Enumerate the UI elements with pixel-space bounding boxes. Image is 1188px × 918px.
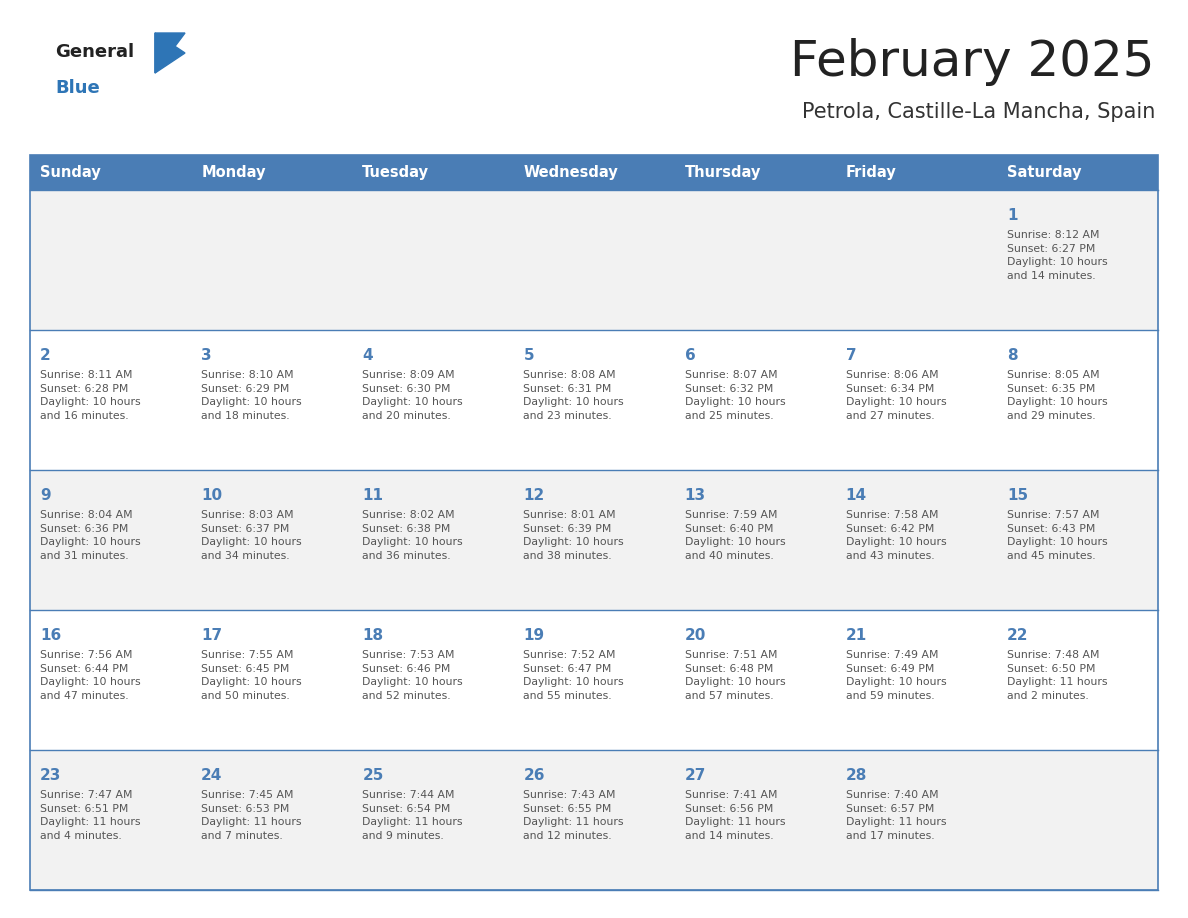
Text: General: General	[55, 43, 134, 61]
Text: Sunrise: 8:07 AM
Sunset: 6:32 PM
Daylight: 10 hours
and 25 minutes.: Sunrise: 8:07 AM Sunset: 6:32 PM Dayligh…	[684, 370, 785, 420]
Text: 26: 26	[524, 768, 545, 783]
Text: 28: 28	[846, 768, 867, 783]
Text: Saturday: Saturday	[1007, 165, 1081, 180]
Text: Sunrise: 8:11 AM
Sunset: 6:28 PM
Daylight: 10 hours
and 16 minutes.: Sunrise: 8:11 AM Sunset: 6:28 PM Dayligh…	[40, 370, 140, 420]
Text: 13: 13	[684, 488, 706, 503]
Text: Sunrise: 8:03 AM
Sunset: 6:37 PM
Daylight: 10 hours
and 34 minutes.: Sunrise: 8:03 AM Sunset: 6:37 PM Dayligh…	[201, 510, 302, 561]
Text: Sunrise: 8:12 AM
Sunset: 6:27 PM
Daylight: 10 hours
and 14 minutes.: Sunrise: 8:12 AM Sunset: 6:27 PM Dayligh…	[1007, 230, 1107, 281]
Text: Sunrise: 7:44 AM
Sunset: 6:54 PM
Daylight: 11 hours
and 9 minutes.: Sunrise: 7:44 AM Sunset: 6:54 PM Dayligh…	[362, 790, 463, 841]
Text: Friday: Friday	[846, 165, 897, 180]
Text: Sunrise: 7:48 AM
Sunset: 6:50 PM
Daylight: 11 hours
and 2 minutes.: Sunrise: 7:48 AM Sunset: 6:50 PM Dayligh…	[1007, 650, 1107, 700]
Bar	[30, 750, 1158, 890]
Bar	[30, 610, 1158, 750]
Text: Sunrise: 8:06 AM
Sunset: 6:34 PM
Daylight: 10 hours
and 27 minutes.: Sunrise: 8:06 AM Sunset: 6:34 PM Dayligh…	[846, 370, 947, 420]
Text: 15: 15	[1007, 488, 1028, 503]
Bar	[30, 330, 1158, 470]
Text: 24: 24	[201, 768, 222, 783]
Text: Monday: Monday	[201, 165, 266, 180]
Text: Sunrise: 7:47 AM
Sunset: 6:51 PM
Daylight: 11 hours
and 4 minutes.: Sunrise: 7:47 AM Sunset: 6:51 PM Dayligh…	[40, 790, 140, 841]
Text: 27: 27	[684, 768, 706, 783]
Text: 6: 6	[684, 348, 695, 363]
Text: 12: 12	[524, 488, 544, 503]
Bar	[30, 155, 1158, 190]
Text: 23: 23	[40, 768, 62, 783]
Text: 7: 7	[846, 348, 857, 363]
Text: 4: 4	[362, 348, 373, 363]
Text: 18: 18	[362, 628, 384, 643]
Text: Sunrise: 7:55 AM
Sunset: 6:45 PM
Daylight: 10 hours
and 50 minutes.: Sunrise: 7:55 AM Sunset: 6:45 PM Dayligh…	[201, 650, 302, 700]
Text: Sunrise: 7:43 AM
Sunset: 6:55 PM
Daylight: 11 hours
and 12 minutes.: Sunrise: 7:43 AM Sunset: 6:55 PM Dayligh…	[524, 790, 624, 841]
Text: Thursday: Thursday	[684, 165, 762, 180]
Text: Petrola, Castille-La Mancha, Spain: Petrola, Castille-La Mancha, Spain	[802, 102, 1155, 122]
Text: Sunrise: 8:10 AM
Sunset: 6:29 PM
Daylight: 10 hours
and 18 minutes.: Sunrise: 8:10 AM Sunset: 6:29 PM Dayligh…	[201, 370, 302, 420]
Text: 10: 10	[201, 488, 222, 503]
Text: 3: 3	[201, 348, 211, 363]
Text: 20: 20	[684, 628, 706, 643]
Text: Wednesday: Wednesday	[524, 165, 618, 180]
Text: Sunday: Sunday	[40, 165, 101, 180]
Text: 9: 9	[40, 488, 51, 503]
Text: 21: 21	[846, 628, 867, 643]
Text: Sunrise: 8:09 AM
Sunset: 6:30 PM
Daylight: 10 hours
and 20 minutes.: Sunrise: 8:09 AM Sunset: 6:30 PM Dayligh…	[362, 370, 463, 420]
Text: 25: 25	[362, 768, 384, 783]
Text: 1: 1	[1007, 208, 1017, 223]
Text: Sunrise: 7:52 AM
Sunset: 6:47 PM
Daylight: 10 hours
and 55 minutes.: Sunrise: 7:52 AM Sunset: 6:47 PM Dayligh…	[524, 650, 624, 700]
Text: 22: 22	[1007, 628, 1029, 643]
Text: 8: 8	[1007, 348, 1017, 363]
Text: Tuesday: Tuesday	[362, 165, 429, 180]
Text: Sunrise: 8:08 AM
Sunset: 6:31 PM
Daylight: 10 hours
and 23 minutes.: Sunrise: 8:08 AM Sunset: 6:31 PM Dayligh…	[524, 370, 624, 420]
Text: Sunrise: 7:40 AM
Sunset: 6:57 PM
Daylight: 11 hours
and 17 minutes.: Sunrise: 7:40 AM Sunset: 6:57 PM Dayligh…	[846, 790, 946, 841]
Text: 2: 2	[40, 348, 51, 363]
Polygon shape	[154, 33, 185, 73]
Text: 14: 14	[846, 488, 867, 503]
Text: 11: 11	[362, 488, 384, 503]
Text: 5: 5	[524, 348, 535, 363]
Text: Sunrise: 8:05 AM
Sunset: 6:35 PM
Daylight: 10 hours
and 29 minutes.: Sunrise: 8:05 AM Sunset: 6:35 PM Dayligh…	[1007, 370, 1107, 420]
Text: Sunrise: 8:04 AM
Sunset: 6:36 PM
Daylight: 10 hours
and 31 minutes.: Sunrise: 8:04 AM Sunset: 6:36 PM Dayligh…	[40, 510, 140, 561]
Text: Sunrise: 7:45 AM
Sunset: 6:53 PM
Daylight: 11 hours
and 7 minutes.: Sunrise: 7:45 AM Sunset: 6:53 PM Dayligh…	[201, 790, 302, 841]
Text: Sunrise: 7:58 AM
Sunset: 6:42 PM
Daylight: 10 hours
and 43 minutes.: Sunrise: 7:58 AM Sunset: 6:42 PM Dayligh…	[846, 510, 947, 561]
Text: Sunrise: 7:56 AM
Sunset: 6:44 PM
Daylight: 10 hours
and 47 minutes.: Sunrise: 7:56 AM Sunset: 6:44 PM Dayligh…	[40, 650, 140, 700]
Text: Sunrise: 7:57 AM
Sunset: 6:43 PM
Daylight: 10 hours
and 45 minutes.: Sunrise: 7:57 AM Sunset: 6:43 PM Dayligh…	[1007, 510, 1107, 561]
Text: Sunrise: 7:51 AM
Sunset: 6:48 PM
Daylight: 10 hours
and 57 minutes.: Sunrise: 7:51 AM Sunset: 6:48 PM Dayligh…	[684, 650, 785, 700]
Polygon shape	[154, 33, 185, 73]
Text: Sunrise: 7:49 AM
Sunset: 6:49 PM
Daylight: 10 hours
and 59 minutes.: Sunrise: 7:49 AM Sunset: 6:49 PM Dayligh…	[846, 650, 947, 700]
Text: February 2025: February 2025	[790, 38, 1155, 86]
Text: Blue: Blue	[55, 79, 100, 97]
Text: Sunrise: 7:53 AM
Sunset: 6:46 PM
Daylight: 10 hours
and 52 minutes.: Sunrise: 7:53 AM Sunset: 6:46 PM Dayligh…	[362, 650, 463, 700]
Text: Sunrise: 8:02 AM
Sunset: 6:38 PM
Daylight: 10 hours
and 36 minutes.: Sunrise: 8:02 AM Sunset: 6:38 PM Dayligh…	[362, 510, 463, 561]
Bar	[30, 190, 1158, 330]
Text: Sunrise: 7:59 AM
Sunset: 6:40 PM
Daylight: 10 hours
and 40 minutes.: Sunrise: 7:59 AM Sunset: 6:40 PM Dayligh…	[684, 510, 785, 561]
Bar	[30, 155, 1158, 890]
Text: Sunrise: 7:41 AM
Sunset: 6:56 PM
Daylight: 11 hours
and 14 minutes.: Sunrise: 7:41 AM Sunset: 6:56 PM Dayligh…	[684, 790, 785, 841]
Text: Sunrise: 8:01 AM
Sunset: 6:39 PM
Daylight: 10 hours
and 38 minutes.: Sunrise: 8:01 AM Sunset: 6:39 PM Dayligh…	[524, 510, 624, 561]
Text: 17: 17	[201, 628, 222, 643]
Text: 16: 16	[40, 628, 62, 643]
Bar	[30, 470, 1158, 610]
Text: 19: 19	[524, 628, 544, 643]
